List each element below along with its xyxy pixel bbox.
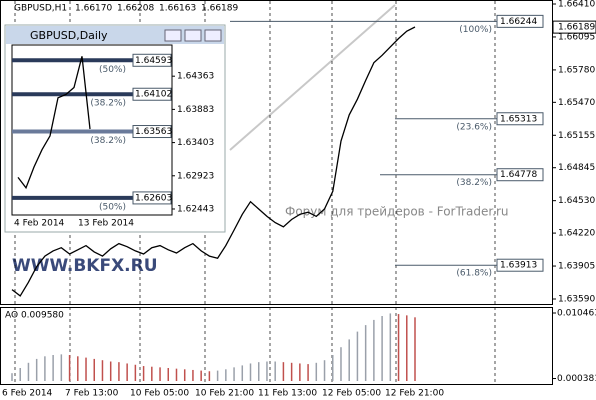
- fib-price-box: [496, 112, 544, 126]
- y-tick-label: 1.63905: [558, 262, 595, 272]
- fib-price: 1.63913: [500, 261, 537, 271]
- fib-percent: (100%): [459, 25, 492, 35]
- watermark: WWW.BKFX.RU: [12, 256, 158, 276]
- y-tick-label: 1.66095: [558, 32, 595, 42]
- x-tick-label: 13 Feb 2014: [78, 219, 134, 229]
- x-tick-label: 7 Feb 13:00: [65, 389, 119, 399]
- fib-price: 1.64102: [135, 90, 172, 100]
- fib-price-box: [132, 191, 172, 205]
- trend-line: [229, 4, 396, 151]
- x-tick-label: 11 Feb 13:00: [258, 389, 317, 399]
- y-tick-label: 1.63590: [558, 295, 595, 305]
- ao-pane: [0, 307, 553, 385]
- x-tick-label: 10 Feb 05:00: [130, 389, 189, 399]
- y-tick-label: 1.64845: [558, 163, 595, 173]
- fib-price-box: [132, 87, 172, 101]
- y-tick-label: 1.65470: [558, 98, 595, 108]
- inset-frame: [4, 24, 226, 233]
- ohlc: 1.66170: [75, 4, 112, 14]
- fib-percent: (50%): [99, 65, 126, 75]
- current-price: 1.66189: [558, 23, 595, 33]
- fib-percent: (38.2%): [90, 99, 126, 109]
- y-tick-label: 1.62923: [177, 171, 214, 181]
- price-box: [552, 20, 596, 34]
- inset-window: GBPUSD,Daily 1.64363 1.63883 1.63403 1.6292…: [4, 24, 226, 233]
- y-tick-label: 1.63883: [177, 105, 214, 115]
- fib-price: 1.66244: [500, 17, 537, 27]
- fib-price: 1.63563: [135, 127, 172, 137]
- fib-percent: (38.2%): [90, 136, 126, 146]
- fib-percent: (23.6%): [456, 122, 492, 132]
- price-line: [11, 26, 416, 297]
- y-tick-label: 1.63403: [177, 138, 214, 148]
- fib-price-box: [496, 168, 544, 182]
- fib-price-box: [496, 14, 544, 28]
- fib-price-box: [132, 125, 172, 139]
- symbol: GBPUSD,H1: [14, 4, 67, 14]
- fib-price: 1.64778: [500, 170, 537, 180]
- x-tick-label: 4 Feb 2014: [14, 219, 65, 229]
- fib-percent: (61.8%): [456, 269, 492, 279]
- y-tick-label: 0.000381: [557, 374, 596, 384]
- y-tick-label: 1.64363: [177, 72, 214, 82]
- y-tick-label: 1.65155: [558, 131, 595, 141]
- y-tick-label: 1.65780: [558, 65, 595, 75]
- x-tick-label: 12 Feb 05:00: [322, 389, 381, 399]
- ohlc: 1.66189: [201, 4, 238, 14]
- ohlc: 1.66163: [159, 4, 196, 14]
- y-tick-label: 1.66410: [558, 0, 595, 10]
- y-tick-label: 1.64220: [558, 229, 595, 239]
- ohlc: 1.66208: [117, 4, 154, 14]
- fib-percent: (50%): [99, 202, 126, 212]
- x-tick-label: 12 Feb 21:00: [385, 389, 444, 399]
- fib-price-box: [496, 258, 544, 272]
- y-tick-label: 1.64530: [558, 196, 595, 206]
- y-tick-label: 1.62443: [177, 204, 214, 214]
- ao-label: AO 0.009580: [5, 311, 64, 321]
- y-tick-label: 0.010463: [557, 309, 596, 319]
- price-line: [17, 56, 91, 190]
- x-tick-label: 10 Feb 21:00: [195, 389, 254, 399]
- fib-percent: (38.2%): [456, 178, 492, 188]
- fib-price: 1.62603: [135, 193, 172, 203]
- window-button[interactable]: [164, 29, 182, 42]
- fib-price: 1.64593: [135, 56, 172, 66]
- window-button[interactable]: [184, 29, 202, 42]
- fib-price: 1.65313: [500, 114, 537, 124]
- fib-price-box: [132, 53, 172, 67]
- price-pane: [0, 0, 553, 305]
- watermark: Форум для трейдеров - ForTrader.ru: [285, 205, 509, 219]
- inset-title: GBPUSD,Daily: [30, 29, 108, 42]
- x-tick-label: 6 Feb 2014: [2, 389, 53, 399]
- window-button[interactable]: [204, 29, 222, 42]
